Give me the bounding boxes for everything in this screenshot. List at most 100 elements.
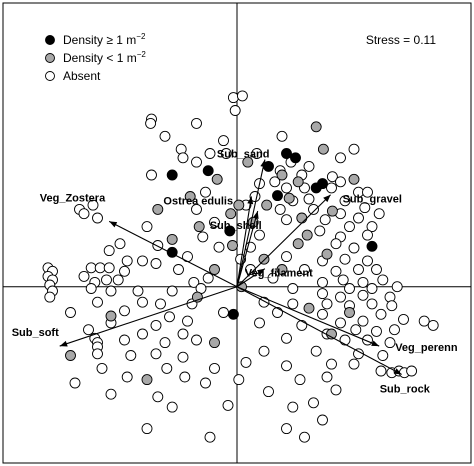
point-absent bbox=[161, 362, 173, 374]
legend-label-sparse: Density < 1 m−2 bbox=[63, 50, 146, 65]
point-absent bbox=[177, 351, 189, 363]
point-absent bbox=[229, 105, 241, 116]
point-absent bbox=[125, 350, 137, 361]
point-absent bbox=[339, 334, 351, 346]
point-absent bbox=[317, 288, 328, 300]
point-absent bbox=[204, 148, 216, 159]
point-sparse bbox=[209, 337, 220, 349]
point-absent bbox=[296, 319, 308, 331]
point-absent bbox=[94, 262, 106, 274]
point-dense bbox=[224, 225, 236, 237]
point-absent bbox=[330, 384, 342, 396]
point-absent bbox=[177, 328, 189, 340]
stress-value: Stress = 0.11 bbox=[366, 33, 436, 47]
point-absent bbox=[317, 414, 328, 426]
point-absent bbox=[105, 388, 117, 400]
point-absent bbox=[391, 281, 403, 293]
point-sparse bbox=[105, 310, 117, 322]
point-sparse bbox=[344, 307, 355, 318]
point-absent bbox=[245, 264, 256, 275]
point-absent bbox=[308, 397, 319, 409]
point-absent bbox=[362, 255, 373, 267]
point-absent bbox=[85, 283, 97, 294]
point-absent bbox=[96, 362, 108, 374]
point-absent bbox=[92, 212, 103, 224]
point-absent bbox=[146, 169, 157, 181]
point-absent bbox=[326, 171, 338, 183]
vector-line-veg-zostera bbox=[108, 220, 238, 288]
vector-arrowhead-sub-sand bbox=[260, 159, 267, 168]
point-absent bbox=[274, 203, 286, 215]
point-absent bbox=[377, 350, 389, 361]
point-absent bbox=[191, 334, 202, 346]
point-absent bbox=[366, 298, 378, 310]
point-absent bbox=[348, 143, 360, 155]
vector-label-ostrea-edulis: Ostrea edulis bbox=[163, 196, 233, 208]
point-absent bbox=[281, 214, 292, 226]
point-absent bbox=[197, 231, 209, 243]
point-absent bbox=[330, 238, 342, 250]
point-absent bbox=[200, 377, 211, 389]
legend-marker-absent bbox=[45, 71, 55, 81]
vector-line-sub-shell bbox=[236, 210, 259, 287]
point-sparse bbox=[292, 176, 304, 188]
point-absent bbox=[335, 291, 346, 303]
point-sparse bbox=[184, 191, 196, 202]
point-absent bbox=[371, 264, 382, 275]
vector-arrowhead-veg-perenn bbox=[371, 340, 380, 347]
point-absent bbox=[299, 431, 310, 443]
point-absent bbox=[204, 431, 216, 443]
point-sparse bbox=[326, 205, 338, 217]
point-absent bbox=[362, 229, 373, 241]
point-absent bbox=[326, 358, 337, 370]
vector-label-sub-rock: Sub_rock bbox=[380, 383, 431, 395]
point-absent bbox=[353, 264, 364, 275]
point-absent bbox=[337, 274, 349, 286]
point-absent bbox=[344, 221, 355, 233]
vector-arrowhead-ostrea-edulis bbox=[247, 196, 254, 205]
vector-label-sub-sand: Sub_sand bbox=[217, 149, 270, 161]
point-absent bbox=[132, 285, 144, 297]
point-sparse bbox=[258, 253, 270, 265]
point-absent bbox=[330, 265, 342, 277]
point-absent bbox=[101, 274, 112, 286]
point-dense bbox=[166, 169, 178, 181]
vector-line-sub-soft bbox=[59, 286, 238, 347]
point-absent bbox=[78, 270, 90, 282]
point-sparse bbox=[227, 240, 238, 251]
point-absent bbox=[371, 325, 382, 337]
point-absent bbox=[121, 371, 133, 383]
point-absent bbox=[191, 203, 202, 215]
point-absent bbox=[281, 423, 292, 435]
point-sparse bbox=[166, 233, 178, 245]
point-absent bbox=[310, 345, 322, 357]
point-absent bbox=[269, 176, 281, 188]
point-dense bbox=[272, 190, 283, 202]
point-absent bbox=[303, 193, 315, 205]
point-absent bbox=[150, 258, 162, 269]
point-absent bbox=[335, 152, 346, 164]
point-absent bbox=[357, 289, 369, 301]
point-absent bbox=[220, 148, 232, 159]
point-absent bbox=[350, 324, 362, 336]
point-absent bbox=[218, 307, 229, 318]
point-absent bbox=[344, 283, 355, 294]
point-absent bbox=[119, 265, 130, 277]
point-absent bbox=[200, 186, 211, 198]
point-absent bbox=[348, 358, 360, 370]
point-absent bbox=[152, 240, 164, 251]
point-absent bbox=[164, 311, 175, 323]
point-absent bbox=[87, 199, 99, 211]
point-dense bbox=[290, 152, 301, 164]
point-absent bbox=[317, 308, 328, 320]
point-absent bbox=[209, 216, 220, 228]
point-absent bbox=[103, 245, 115, 257]
vector-arrowhead-veg-filament bbox=[257, 268, 265, 276]
point-sparse bbox=[193, 221, 205, 233]
point-absent bbox=[427, 319, 439, 331]
vector-label-veg-perenn: Veg_perenn bbox=[395, 342, 458, 354]
point-absent bbox=[92, 296, 103, 308]
point-absent bbox=[339, 195, 351, 207]
point-sparse bbox=[292, 238, 304, 250]
point-sparse bbox=[242, 156, 254, 168]
